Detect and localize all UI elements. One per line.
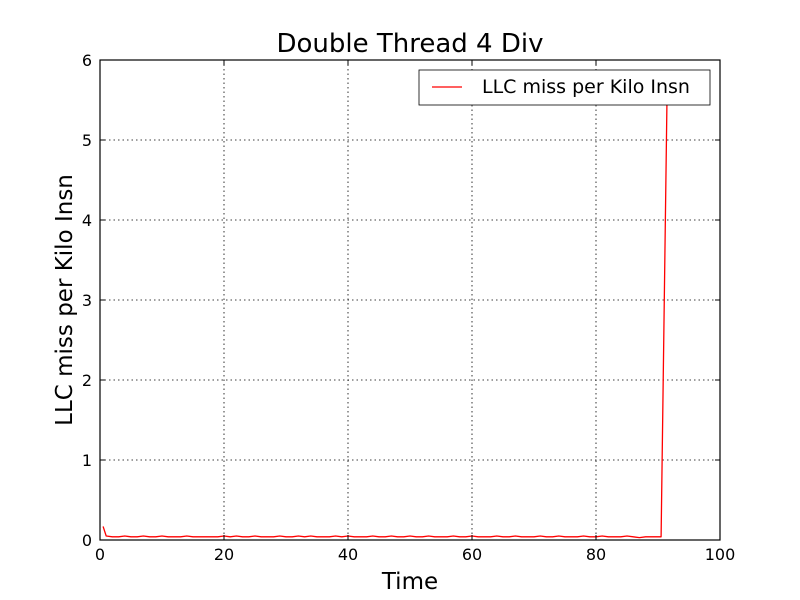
series-layer — [102, 75, 668, 539]
x-tick-label: 60 — [462, 545, 482, 564]
x-tick-label: 40 — [338, 545, 358, 564]
x-tick-label: 20 — [214, 545, 234, 564]
x-axis-label: Time — [381, 569, 438, 595]
y-tick-label: 0 — [82, 531, 92, 550]
x-tick-label: 100 — [705, 545, 736, 564]
y-tick-label: 3 — [82, 291, 92, 310]
legend-box — [418, 69, 711, 106]
y-tick-label: 1 — [82, 451, 92, 470]
y-tick-label: 4 — [82, 211, 92, 230]
x-tick-label: 80 — [586, 545, 606, 564]
axis-ticks: 0 20 40 60 80 100 0 1 2 3 4 5 6 — [82, 51, 735, 564]
y-tick-label: 2 — [82, 371, 92, 390]
y-axis-label: LLC miss per Kilo Insn — [52, 174, 78, 426]
grid-lines — [99, 59, 721, 541]
legend-label: LLC miss per Kilo Insn — [482, 76, 690, 98]
y-tick-label: 5 — [82, 131, 92, 150]
series-line — [102, 75, 668, 539]
legend: LLC miss per Kilo Insn — [418, 69, 711, 106]
chart-title: Double Thread 4 Div — [276, 29, 543, 59]
x-tick-label: 0 — [95, 545, 105, 564]
y-tick-label: 6 — [82, 51, 92, 70]
